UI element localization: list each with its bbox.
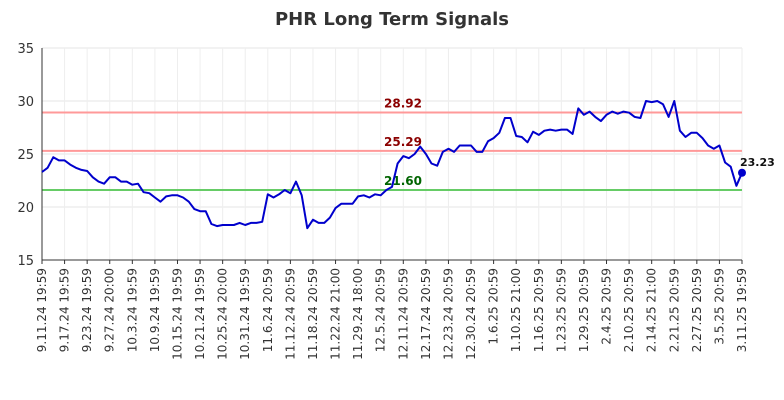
level-label: 28.92 bbox=[384, 96, 422, 110]
x-tick-label: 1.6.25 20:59 bbox=[487, 268, 501, 345]
x-tick-label: 11.6.24 20:59 bbox=[261, 268, 275, 352]
x-tick-label: 3.5.25 20:59 bbox=[712, 268, 726, 345]
x-tick-label: 2.14.25 21:00 bbox=[645, 268, 659, 352]
x-tick-label: 2.27.25 20:59 bbox=[690, 268, 704, 352]
x-tick-label: 9.11.24 19:59 bbox=[35, 268, 49, 352]
x-tick-label: 10.3.24 19:59 bbox=[125, 268, 139, 352]
x-tick-label: 11.29.24 18:00 bbox=[351, 268, 365, 360]
x-tick-label: 1.10.25 21:00 bbox=[509, 268, 523, 352]
x-tick-label: 9.17.24 19:59 bbox=[58, 268, 72, 352]
x-tick-label: 11.12.24 20:59 bbox=[283, 268, 297, 360]
x-tick-label: 3.11.25 19:59 bbox=[735, 268, 749, 352]
x-tick-label: 2.4.25 20:59 bbox=[600, 268, 614, 345]
y-tick-labels: 15 20 25 30 35 bbox=[17, 42, 34, 269]
x-tick-label: 1.16.25 20:59 bbox=[532, 268, 546, 352]
level-label: 21.60 bbox=[384, 174, 422, 188]
x-tick-label: 10.31.24 19:59 bbox=[238, 268, 252, 360]
y-tick-label: 30 bbox=[17, 95, 34, 110]
x-tick-label: 9.27.24 20:00 bbox=[103, 268, 117, 352]
x-tick-label: 12.11.24 20:59 bbox=[396, 268, 410, 360]
x-tick-label: 10.15.24 19:59 bbox=[170, 268, 184, 360]
x-tick-label: 12.17.24 20:59 bbox=[419, 268, 433, 360]
x-tick-label: 11.22.24 21:00 bbox=[329, 268, 343, 360]
x-tick-label: 10.9.24 19:59 bbox=[148, 268, 162, 352]
y-tick-label: 35 bbox=[17, 42, 34, 57]
series bbox=[41, 100, 743, 230]
x-tick-label: 12.30.24 20:59 bbox=[464, 268, 478, 360]
x-tick-label: 2.10.25 20:59 bbox=[622, 268, 636, 352]
last-value-marker: 23.23 bbox=[738, 156, 775, 177]
x-tick-label: 1.29.25 20:59 bbox=[577, 268, 591, 352]
last-value-label: 23.23 bbox=[740, 156, 775, 169]
x-tick-label: 12.5.24 20:59 bbox=[374, 268, 388, 352]
series-line bbox=[41, 100, 743, 230]
axes bbox=[41, 48, 743, 264]
y-tick-label: 20 bbox=[17, 201, 34, 216]
x-tick-label: 10.25.24 20:00 bbox=[216, 268, 230, 360]
last-point bbox=[738, 168, 746, 177]
x-tick-label: 9.23.24 19:59 bbox=[80, 268, 94, 352]
y-tick-label: 25 bbox=[17, 148, 34, 163]
x-tick-label: 12.23.24 20:59 bbox=[441, 268, 455, 360]
grid bbox=[41, 47, 743, 261]
x-tick-labels: 9.11.24 19:59 9.17.24 19:59 9.23.24 19:59 9… bbox=[35, 268, 749, 360]
x-tick-label: 11.18.24 20:59 bbox=[306, 268, 320, 360]
x-tick-label: 1.23.25 20:59 bbox=[554, 268, 568, 352]
level-label: 25.29 bbox=[384, 135, 422, 149]
x-tick-label: 2.21.25 20:59 bbox=[667, 268, 681, 352]
x-tick-label: 10.21.24 19:59 bbox=[193, 268, 207, 360]
signal-levels: 28.92 25.29 21.60 bbox=[42, 96, 742, 192]
chart-title: PHR Long Term Signals bbox=[275, 9, 509, 30]
y-tick-label: 15 bbox=[17, 254, 34, 269]
